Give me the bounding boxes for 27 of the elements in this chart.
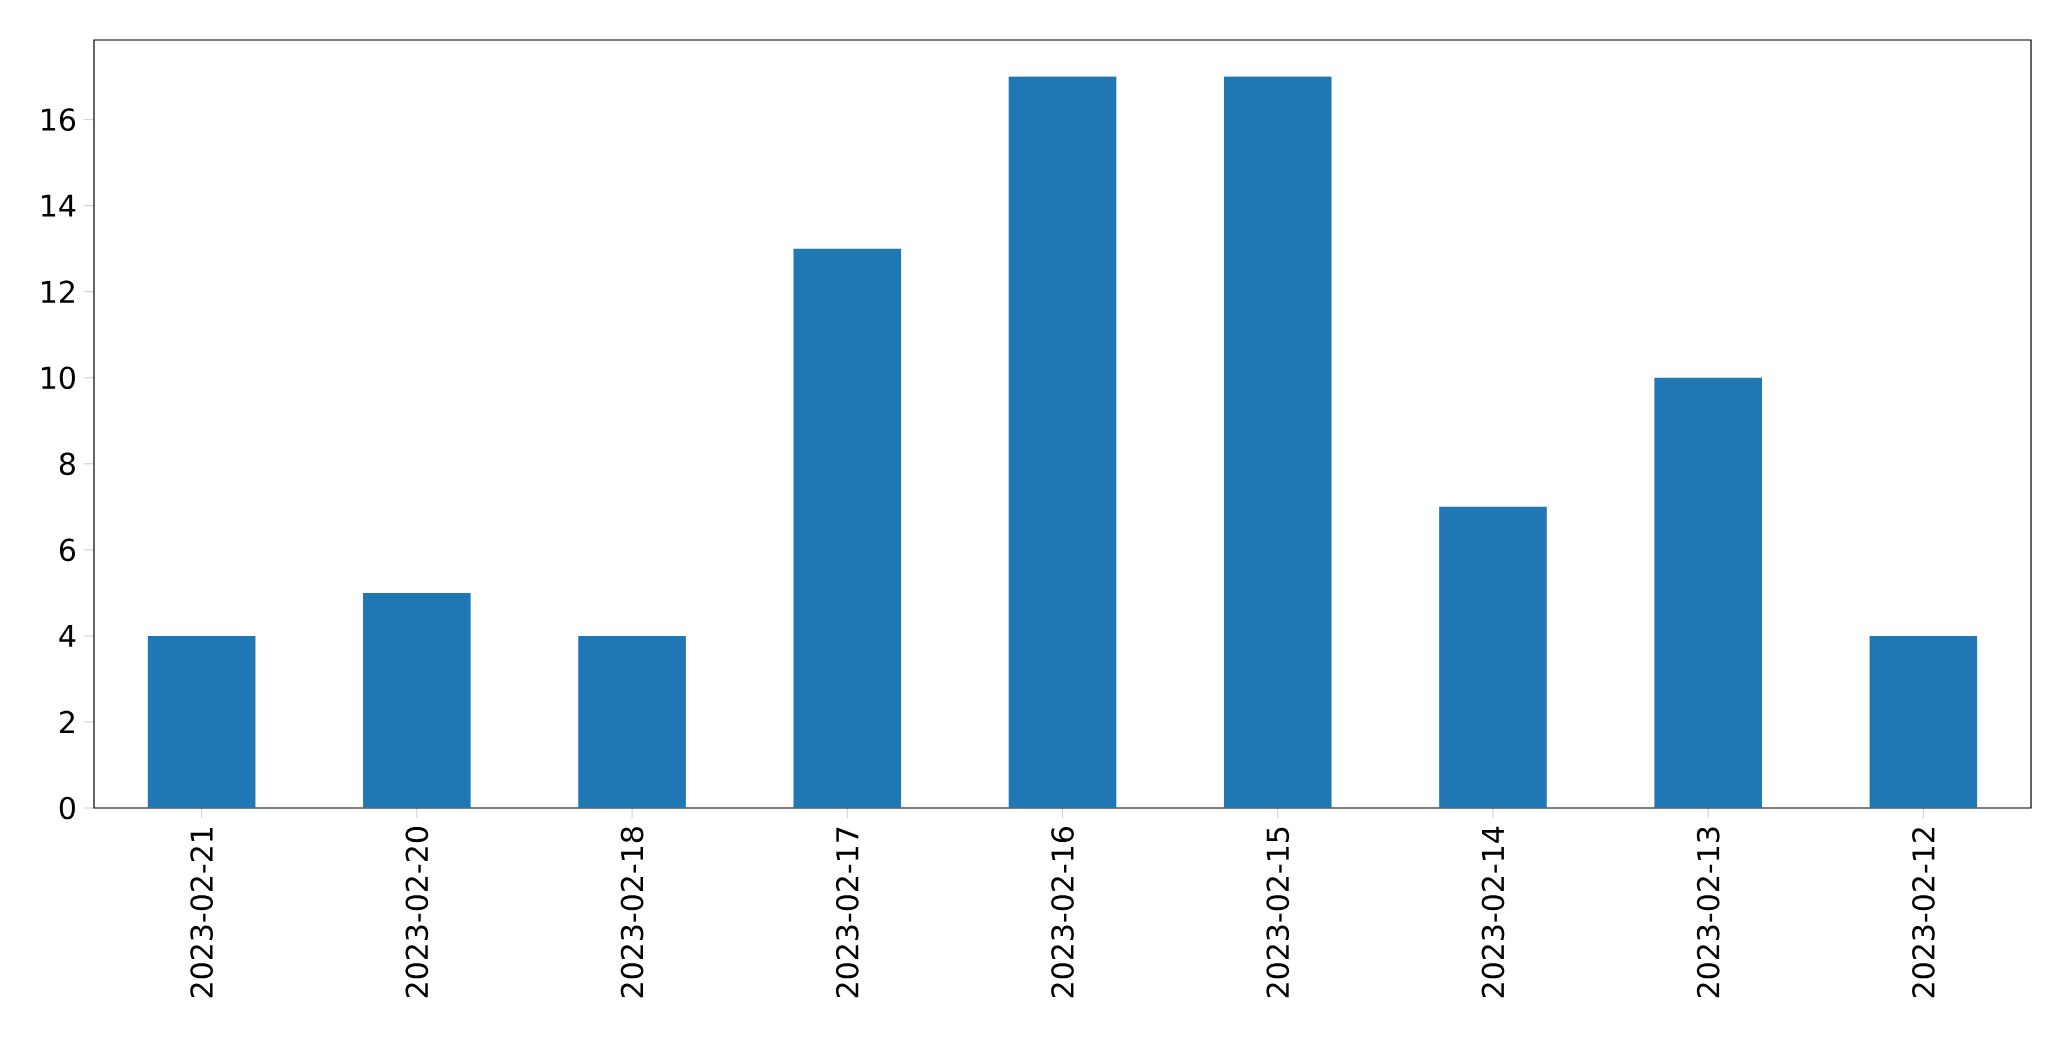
y-tick-label: 16 <box>42 108 76 131</box>
y-tick-label: 14 <box>42 194 76 217</box>
x-tick-label: 2023-02-16 <box>1051 827 1074 998</box>
bar <box>1869 635 1978 808</box>
y-tick-label: 8 <box>59 452 75 476</box>
bar <box>147 635 256 808</box>
y-tick-label: 4 <box>59 624 76 647</box>
x-tick-label: 2023-02-13 <box>1696 827 1720 998</box>
y-tick-label: 6 <box>59 538 76 562</box>
y-tick-label: 0 <box>59 796 75 820</box>
x-tick-label: 2023-02-14 <box>1481 826 1505 998</box>
y-tick-label: 12 <box>42 280 74 303</box>
x-tick-label: 2023-02-17 <box>835 827 859 998</box>
bar <box>1654 377 1762 808</box>
x-tick-label: 2023-02-12 <box>1912 828 1935 998</box>
y-tick-label: 2 <box>60 710 74 734</box>
bar <box>1223 76 1332 808</box>
bar <box>578 635 686 808</box>
x-tick-label: 2023-02-21 <box>190 827 213 998</box>
x-tick-label: 2023-02-15 <box>1266 827 1290 998</box>
x-tick-label: 2023-02-18 <box>620 827 644 998</box>
bar <box>1439 506 1547 808</box>
bar <box>363 592 471 808</box>
y-tick-label: 10 <box>42 366 75 390</box>
bar <box>1008 76 1117 808</box>
x-tick-label: 2023-02-20 <box>405 827 429 998</box>
bar <box>793 248 902 808</box>
